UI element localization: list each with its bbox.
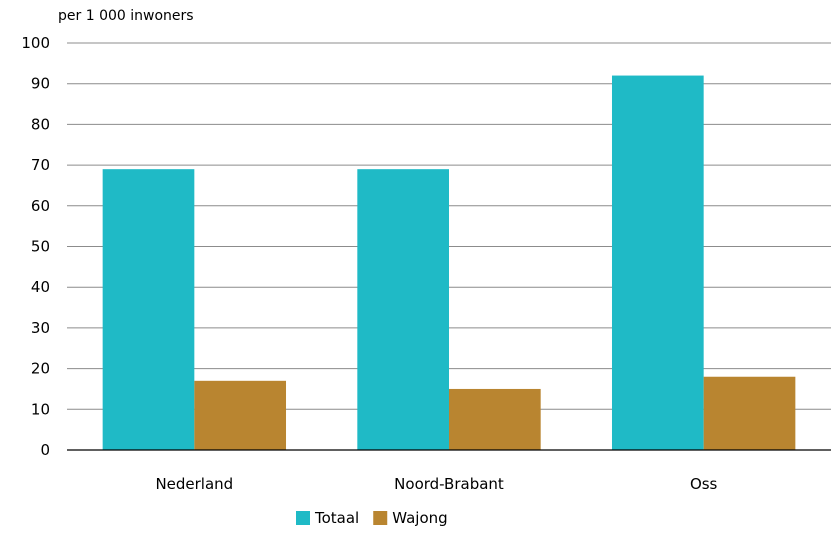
y-axis-label: per 1 000 inwoners: [58, 8, 194, 24]
bar-totaal-noord-brabant: [357, 169, 449, 451]
legend: Totaal Wajong: [296, 509, 448, 527]
x-tick-label: Nederland: [155, 475, 233, 493]
y-tick-label: 40: [31, 278, 50, 296]
legend-swatch-wajong: [373, 511, 388, 525]
bar-wajong-nederland: [194, 380, 287, 450]
y-tick-label: 10: [31, 400, 50, 418]
y-tick-label: 100: [21, 34, 50, 52]
bar-wajong-oss: [703, 376, 796, 450]
legend-label-wajong: Wajong: [392, 509, 447, 527]
y-tick-label: 60: [31, 197, 50, 215]
y-tick-label: 20: [31, 360, 50, 378]
y-tick-label: 90: [31, 75, 50, 93]
y-tick-label: 50: [31, 238, 50, 256]
bars: [102, 75, 796, 451]
bar-totaal-nederland: [102, 169, 195, 451]
x-tick-label: Noord-Brabant: [394, 475, 504, 493]
y-tick-labels: 0 10 20 30 40 50 60 70 80 90 100: [21, 34, 50, 459]
bar-totaal-oss: [611, 75, 704, 450]
legend-label-totaal: Totaal: [314, 509, 359, 527]
legend-swatch-totaal: [296, 511, 310, 525]
x-tick-labels: Nederland Noord-Brabant Oss: [155, 475, 717, 493]
bar-wajong-noord-brabant: [449, 388, 541, 450]
y-tick-label: 70: [31, 156, 50, 174]
y-tick-label: 30: [31, 319, 50, 337]
x-tick-label: Oss: [690, 475, 718, 493]
y-tick-label: 80: [31, 115, 50, 133]
y-tick-label: 0: [40, 441, 50, 459]
